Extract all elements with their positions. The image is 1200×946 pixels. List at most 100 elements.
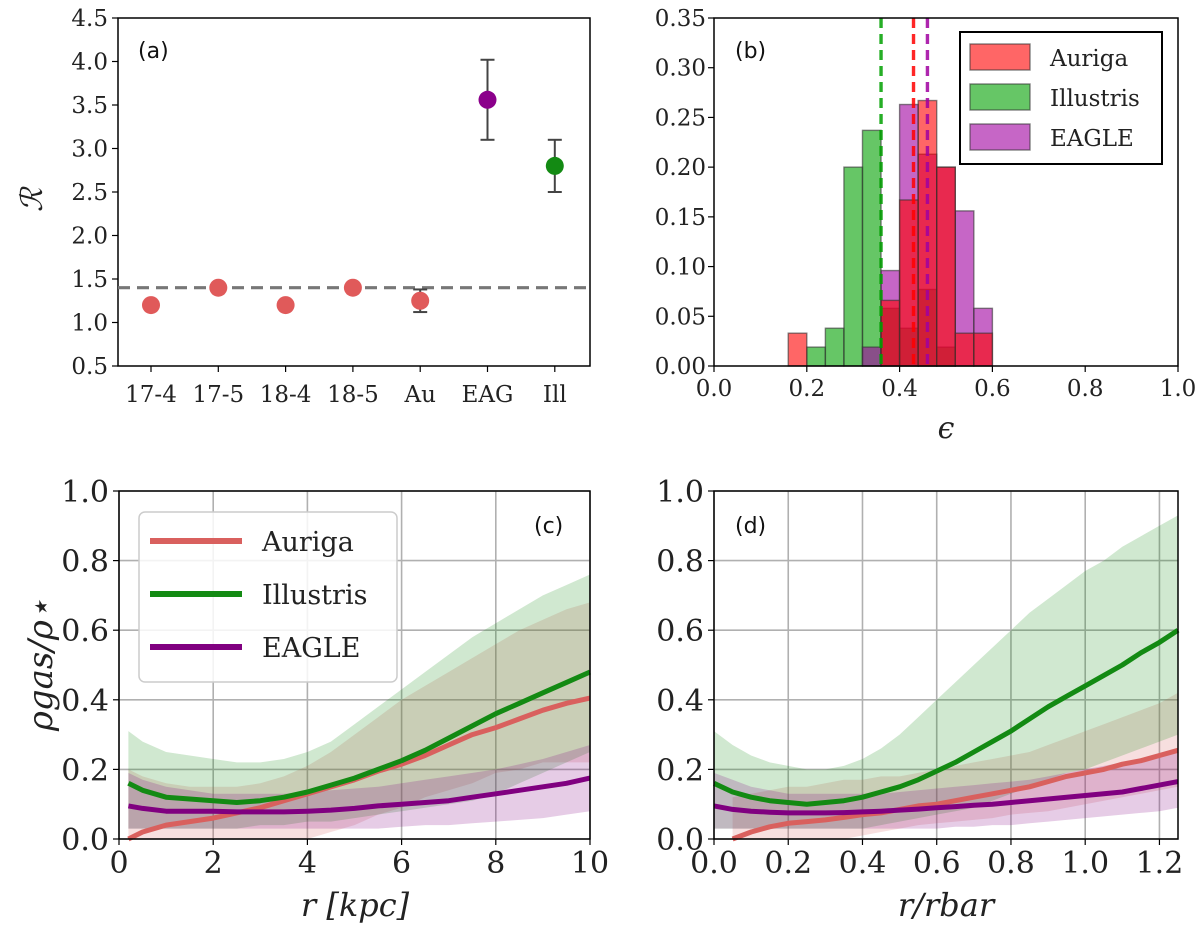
x-tick-label: 0.2 (764, 846, 812, 881)
x-tick-label: 6 (392, 846, 411, 881)
legend-label-illustris: Illustris (1050, 86, 1140, 112)
data-point-18-4 (276, 296, 295, 315)
panel-tag-a: (a) (138, 39, 169, 64)
hist-bar-illustris (806, 346, 827, 367)
hist-bar-auriga (898, 199, 919, 367)
y-tick-label: 0.30 (655, 56, 706, 82)
y-tick-label: 0.0 (656, 823, 704, 858)
y-tick-label: 0.2 (61, 753, 109, 788)
legend-label-auriga: Auriga (1049, 46, 1128, 72)
panel-tag-b: (b) (735, 39, 766, 64)
hist-bar-illustris (861, 129, 882, 367)
y-tick-label: 0.15 (655, 205, 706, 231)
y-axis-label: ℛ (15, 186, 50, 212)
band-auriga (128, 602, 590, 839)
hist-bar-auriga (973, 332, 994, 367)
panel-tag-d: (d) (735, 514, 766, 539)
panel-d: 0.0 0.2 0.4 0.6 0.8 1.0 0.0 0.2 0.4 0.6 0.8 1.0 1.2 (… (656, 475, 1183, 924)
x-tick-label: 10 (571, 846, 609, 881)
x-tick-label: 0.4 (881, 376, 918, 402)
y-tick-label: 1.0 (71, 311, 108, 337)
panel-tag-c: (c) (534, 514, 563, 539)
x-tick-label: 0.0 (690, 846, 738, 881)
x-tick-label: 0.8 (1067, 376, 1104, 402)
y-tick-label: 0.8 (656, 545, 704, 580)
series-line-illustris (712, 628, 1180, 807)
y-tick-label: 4.5 (71, 6, 108, 32)
data-point-17-4 (142, 296, 160, 315)
y-tick-label: 1.0 (656, 475, 704, 510)
legend-label-eagle: EAGLE (262, 633, 360, 664)
x-tick-label: 4 (298, 846, 317, 881)
legend-label-illustris: Illustris (262, 580, 367, 611)
hist-bar-auriga (880, 299, 901, 367)
hist-bar-auriga (954, 332, 975, 367)
y-tick-label: 0.35 (655, 6, 706, 32)
x-tick-label: 0.6 (913, 846, 961, 881)
series-line-illustris (127, 669, 592, 805)
x-tick-label: 0.0 (696, 376, 733, 402)
y-tick-label: 0.4 (656, 684, 704, 719)
hist-bar-illustris (843, 166, 864, 367)
band-illustris (714, 515, 1178, 829)
x-tick-label: 1.0 (1061, 846, 1109, 881)
y-tick-label: 2.5 (71, 180, 108, 206)
legend-swatch-auriga (969, 43, 1031, 71)
x-tick-label-17-5: 17-5 (192, 382, 244, 408)
y-tick-label: 3.0 (71, 137, 108, 163)
panel-c: 0.0 0.2 0.4 0.6 0.8 1.0 0 2 4 6 8 10 (c) Auriga Illust… (21, 475, 609, 924)
x-tick-label: 0.8 (987, 846, 1035, 881)
x-tick-label: 0.6 (974, 376, 1011, 402)
data-point-17-5 (209, 278, 228, 297)
legend: Auriga Illustris EAGLE (138, 511, 398, 683)
x-tick-label: 1.2 (1136, 846, 1184, 881)
x-tick-label-ill: Ill (543, 382, 567, 408)
x-tick-label: 0.4 (839, 846, 887, 881)
axes-frame (118, 490, 591, 840)
x-tick-label-au: Au (403, 382, 435, 408)
axes-frame (117, 17, 591, 367)
y-axis-label: ρgas/ρ⋆ (21, 599, 61, 732)
x-tick-label: 8 (486, 846, 505, 881)
legend-label-auriga: Auriga (261, 527, 354, 558)
legend: Auriga Illustris EAGLE (959, 31, 1163, 165)
data-point-18-5 (343, 278, 362, 297)
plot-background (714, 491, 1178, 839)
y-tick-label: 0.6 (61, 614, 109, 649)
hist-bar-illustris (824, 327, 845, 367)
x-tick-label-18-4: 18-4 (260, 382, 312, 408)
y-tick-label: 0.00 (655, 354, 706, 380)
x-axis-label: r [kpc] (301, 886, 410, 924)
x-tick-label-eag: EAG (462, 382, 514, 408)
y-tick-label: 4.0 (71, 50, 108, 76)
band-eagle (128, 745, 590, 829)
x-tick-label: 0 (109, 846, 128, 881)
data-point-eag (478, 90, 497, 109)
legend-label-eagle: EAGLE (1050, 126, 1134, 152)
series-line-eagle (713, 779, 1179, 816)
series-line-auriga (731, 747, 1179, 842)
y-tick-label: 0.0 (61, 823, 109, 858)
x-tick-label-17-4: 17-4 (125, 382, 177, 408)
panel-b: 0.00 0.05 0.10 0.15 0.20 0.25 0.30 0.35 0.0 0.2 0.… (655, 6, 1197, 446)
y-tick-label: 0.4 (61, 684, 109, 719)
y-tick-label: 0.5 (71, 354, 108, 380)
x-tick-label: 1.0 (1160, 376, 1197, 402)
axes-frame (713, 17, 1179, 367)
legend-swatch-eagle (969, 123, 1031, 151)
x-axis-label: r/rbar (898, 886, 996, 924)
band-illustris (128, 574, 590, 829)
y-tick-label: 0.6 (656, 614, 704, 649)
series-line-eagle (127, 775, 591, 815)
band-eagle (714, 748, 1178, 829)
hist-bar-eagle (861, 346, 882, 367)
y-tick-label: 0.2 (656, 753, 704, 788)
data-point-au (411, 291, 430, 310)
y-tick-label: 1.5 (71, 267, 108, 293)
y-tick-label: 1.0 (61, 475, 109, 510)
hist-bar-auriga (936, 166, 956, 367)
axes-frame (713, 490, 1179, 840)
x-tick-label: 2 (204, 846, 223, 881)
data-point-ill (545, 156, 564, 175)
